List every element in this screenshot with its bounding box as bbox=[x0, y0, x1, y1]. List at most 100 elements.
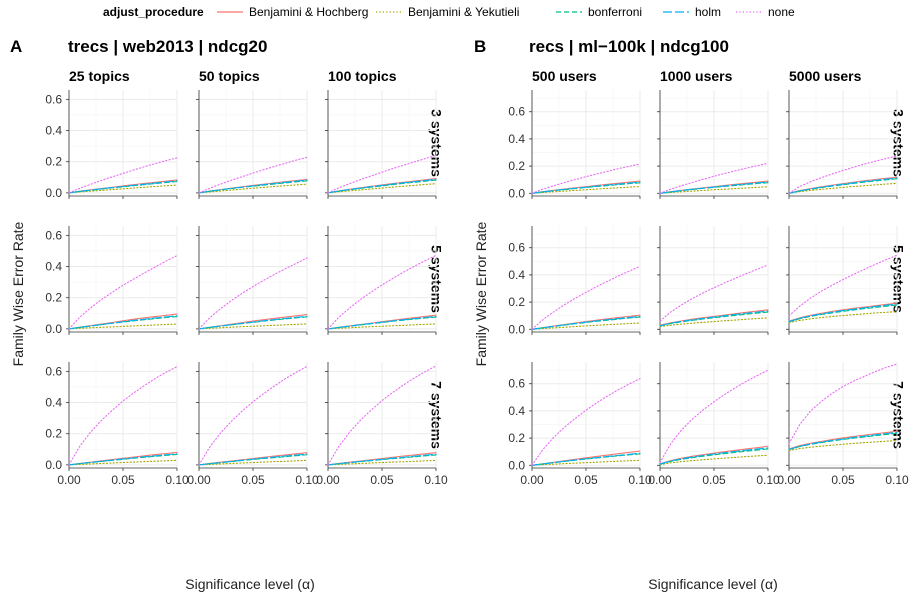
y-tick-label: 0.0 bbox=[45, 322, 62, 336]
facet-panel bbox=[196, 90, 308, 199]
series-line-benjamini-yekutieli bbox=[531, 459, 641, 466]
facet-panel bbox=[786, 90, 898, 199]
series-line-none bbox=[198, 257, 308, 330]
facet-panel: 0.0 0.2 0.4 0.6 0.00 0.05 0.10 bbox=[508, 362, 652, 487]
y-tick-label: 0.6 bbox=[508, 105, 525, 119]
y-tick-label: 0.0 bbox=[508, 186, 525, 200]
panel-tag: B bbox=[474, 37, 486, 56]
x-tick-label: 0.05 bbox=[574, 473, 598, 487]
x-tick-label: 0.10 bbox=[424, 473, 448, 487]
y-tick-label: 0.2 bbox=[45, 155, 62, 169]
y-tick-label: 0.4 bbox=[45, 124, 62, 138]
x-axis-label-b: Significance level (α) bbox=[648, 576, 777, 592]
x-tick-label: 0.05 bbox=[831, 473, 855, 487]
series-line-holm bbox=[327, 315, 437, 330]
legend-label-2: bonferroni bbox=[588, 5, 642, 19]
y-tick-label: 0.4 bbox=[45, 396, 62, 410]
facet-panel: 0.0 0.2 0.4 0.6 bbox=[45, 226, 178, 336]
x-tick-label: 0.10 bbox=[628, 473, 652, 487]
x-tick-label: 0.00 bbox=[187, 473, 211, 487]
facet-panel: 0.0 0.2 0.4 0.6 bbox=[508, 226, 641, 336]
series-line-holm bbox=[327, 178, 437, 194]
legend-title: adjust_procedure bbox=[103, 5, 204, 19]
x-tick-label: 0.05 bbox=[702, 473, 726, 487]
series-line-benjamini-yekutieli bbox=[531, 322, 641, 330]
legend-label-0: Benjamini & Hochberg bbox=[249, 5, 368, 19]
row-label: 7 systems bbox=[890, 381, 906, 449]
facet-panel bbox=[196, 226, 308, 335]
series-line-none bbox=[327, 154, 437, 194]
series-line-holm bbox=[198, 453, 308, 466]
y-tick-label: 0.2 bbox=[45, 291, 62, 305]
y-axis-label-b: Family Wise Error Rate bbox=[473, 221, 489, 366]
facet-panel bbox=[325, 90, 437, 199]
facet-panel bbox=[657, 90, 769, 199]
facet-panel: 0.0 0.2 0.4 0.6 bbox=[45, 90, 178, 200]
y-tick-label: 0.4 bbox=[45, 260, 62, 274]
y-tick-label: 0.4 bbox=[508, 404, 525, 418]
series-line-holm bbox=[531, 181, 641, 194]
x-tick-label: 0.05 bbox=[241, 473, 265, 487]
facet-panel bbox=[786, 226, 898, 335]
series-line-benjamini-yekutieli bbox=[531, 186, 641, 194]
series-line-benjamini-yekutieli bbox=[327, 323, 437, 330]
series-line-none bbox=[788, 254, 898, 317]
x-tick-label: 0.00 bbox=[316, 473, 340, 487]
column-label: 500 users bbox=[532, 68, 597, 84]
y-tick-label: 0.6 bbox=[508, 241, 525, 255]
series-line-holm bbox=[659, 310, 769, 327]
x-tick-label: 0.00 bbox=[777, 473, 801, 487]
series-line-none bbox=[198, 156, 308, 194]
series-line-none bbox=[68, 157, 178, 194]
series-line-benjamini-yekutieli bbox=[327, 459, 437, 466]
y-tick-label: 0.2 bbox=[508, 159, 525, 173]
panel-title: recs | ml−100k | ndcg100 bbox=[529, 37, 729, 56]
y-tick-label: 0.4 bbox=[508, 268, 525, 282]
y-tick-label: 0.4 bbox=[508, 132, 525, 146]
x-tick-label: 0.00 bbox=[57, 473, 81, 487]
series-line-holm bbox=[198, 179, 308, 194]
series-line-none bbox=[659, 369, 769, 464]
series-line-none bbox=[531, 378, 641, 466]
facet-panel: 0.00 0.05 0.10 bbox=[316, 362, 448, 487]
column-label: 25 topics bbox=[69, 68, 130, 84]
legend-label-1: Benjamini & Yekutieli bbox=[408, 5, 519, 19]
series-line-none bbox=[659, 264, 769, 322]
y-tick-label: 0.6 bbox=[45, 228, 62, 242]
facet-panel: 0.0 0.2 0.4 0.6 bbox=[508, 90, 641, 200]
series-line-none bbox=[788, 155, 898, 194]
y-axis-label-a: Family Wise Error Rate bbox=[10, 221, 26, 366]
y-tick-label: 0.0 bbox=[508, 322, 525, 336]
x-tick-label: 0.00 bbox=[648, 473, 672, 487]
series-line-none bbox=[531, 265, 641, 330]
series-line-none bbox=[788, 363, 898, 445]
series-line-benjamini-yekutieli bbox=[659, 186, 769, 194]
legend-label-3: holm bbox=[695, 5, 721, 19]
y-tick-label: 0.2 bbox=[508, 431, 525, 445]
series-line-benjamini-yekutieli bbox=[788, 439, 898, 451]
series-line-holm bbox=[68, 315, 178, 330]
column-label: 50 topics bbox=[199, 68, 260, 84]
series-line-holm bbox=[788, 431, 898, 450]
series-line-holm bbox=[327, 453, 437, 466]
series-line-benjamini-yekutieli bbox=[68, 323, 178, 330]
x-tick-label: 0.05 bbox=[370, 473, 394, 487]
y-tick-label: 0.0 bbox=[45, 458, 62, 472]
series-line-none bbox=[327, 254, 437, 330]
legend: adjust_procedure Benjamini & Hochberg Ben… bbox=[103, 5, 795, 19]
x-axis-label-a: Significance level (α) bbox=[185, 576, 314, 592]
y-tick-label: 0.2 bbox=[45, 427, 62, 441]
series-line-benjamini-yekutieli bbox=[68, 184, 178, 194]
facet-panel bbox=[325, 226, 437, 335]
series-line-holm bbox=[68, 180, 178, 194]
series-line-benjamini-yekutieli bbox=[198, 183, 308, 194]
row-label: 5 systems bbox=[890, 245, 906, 313]
series-line-benjamini-yekutieli bbox=[788, 182, 898, 194]
y-tick-label: 0.0 bbox=[508, 458, 525, 472]
row-label: 3 systems bbox=[890, 109, 906, 177]
facet-panel: 0.00 0.05 0.10 bbox=[648, 362, 780, 487]
series-line-benjamini-yekutieli bbox=[68, 459, 178, 466]
legend-label-4: none bbox=[768, 5, 795, 19]
series-line-benjamini-yekutieli bbox=[198, 459, 308, 466]
